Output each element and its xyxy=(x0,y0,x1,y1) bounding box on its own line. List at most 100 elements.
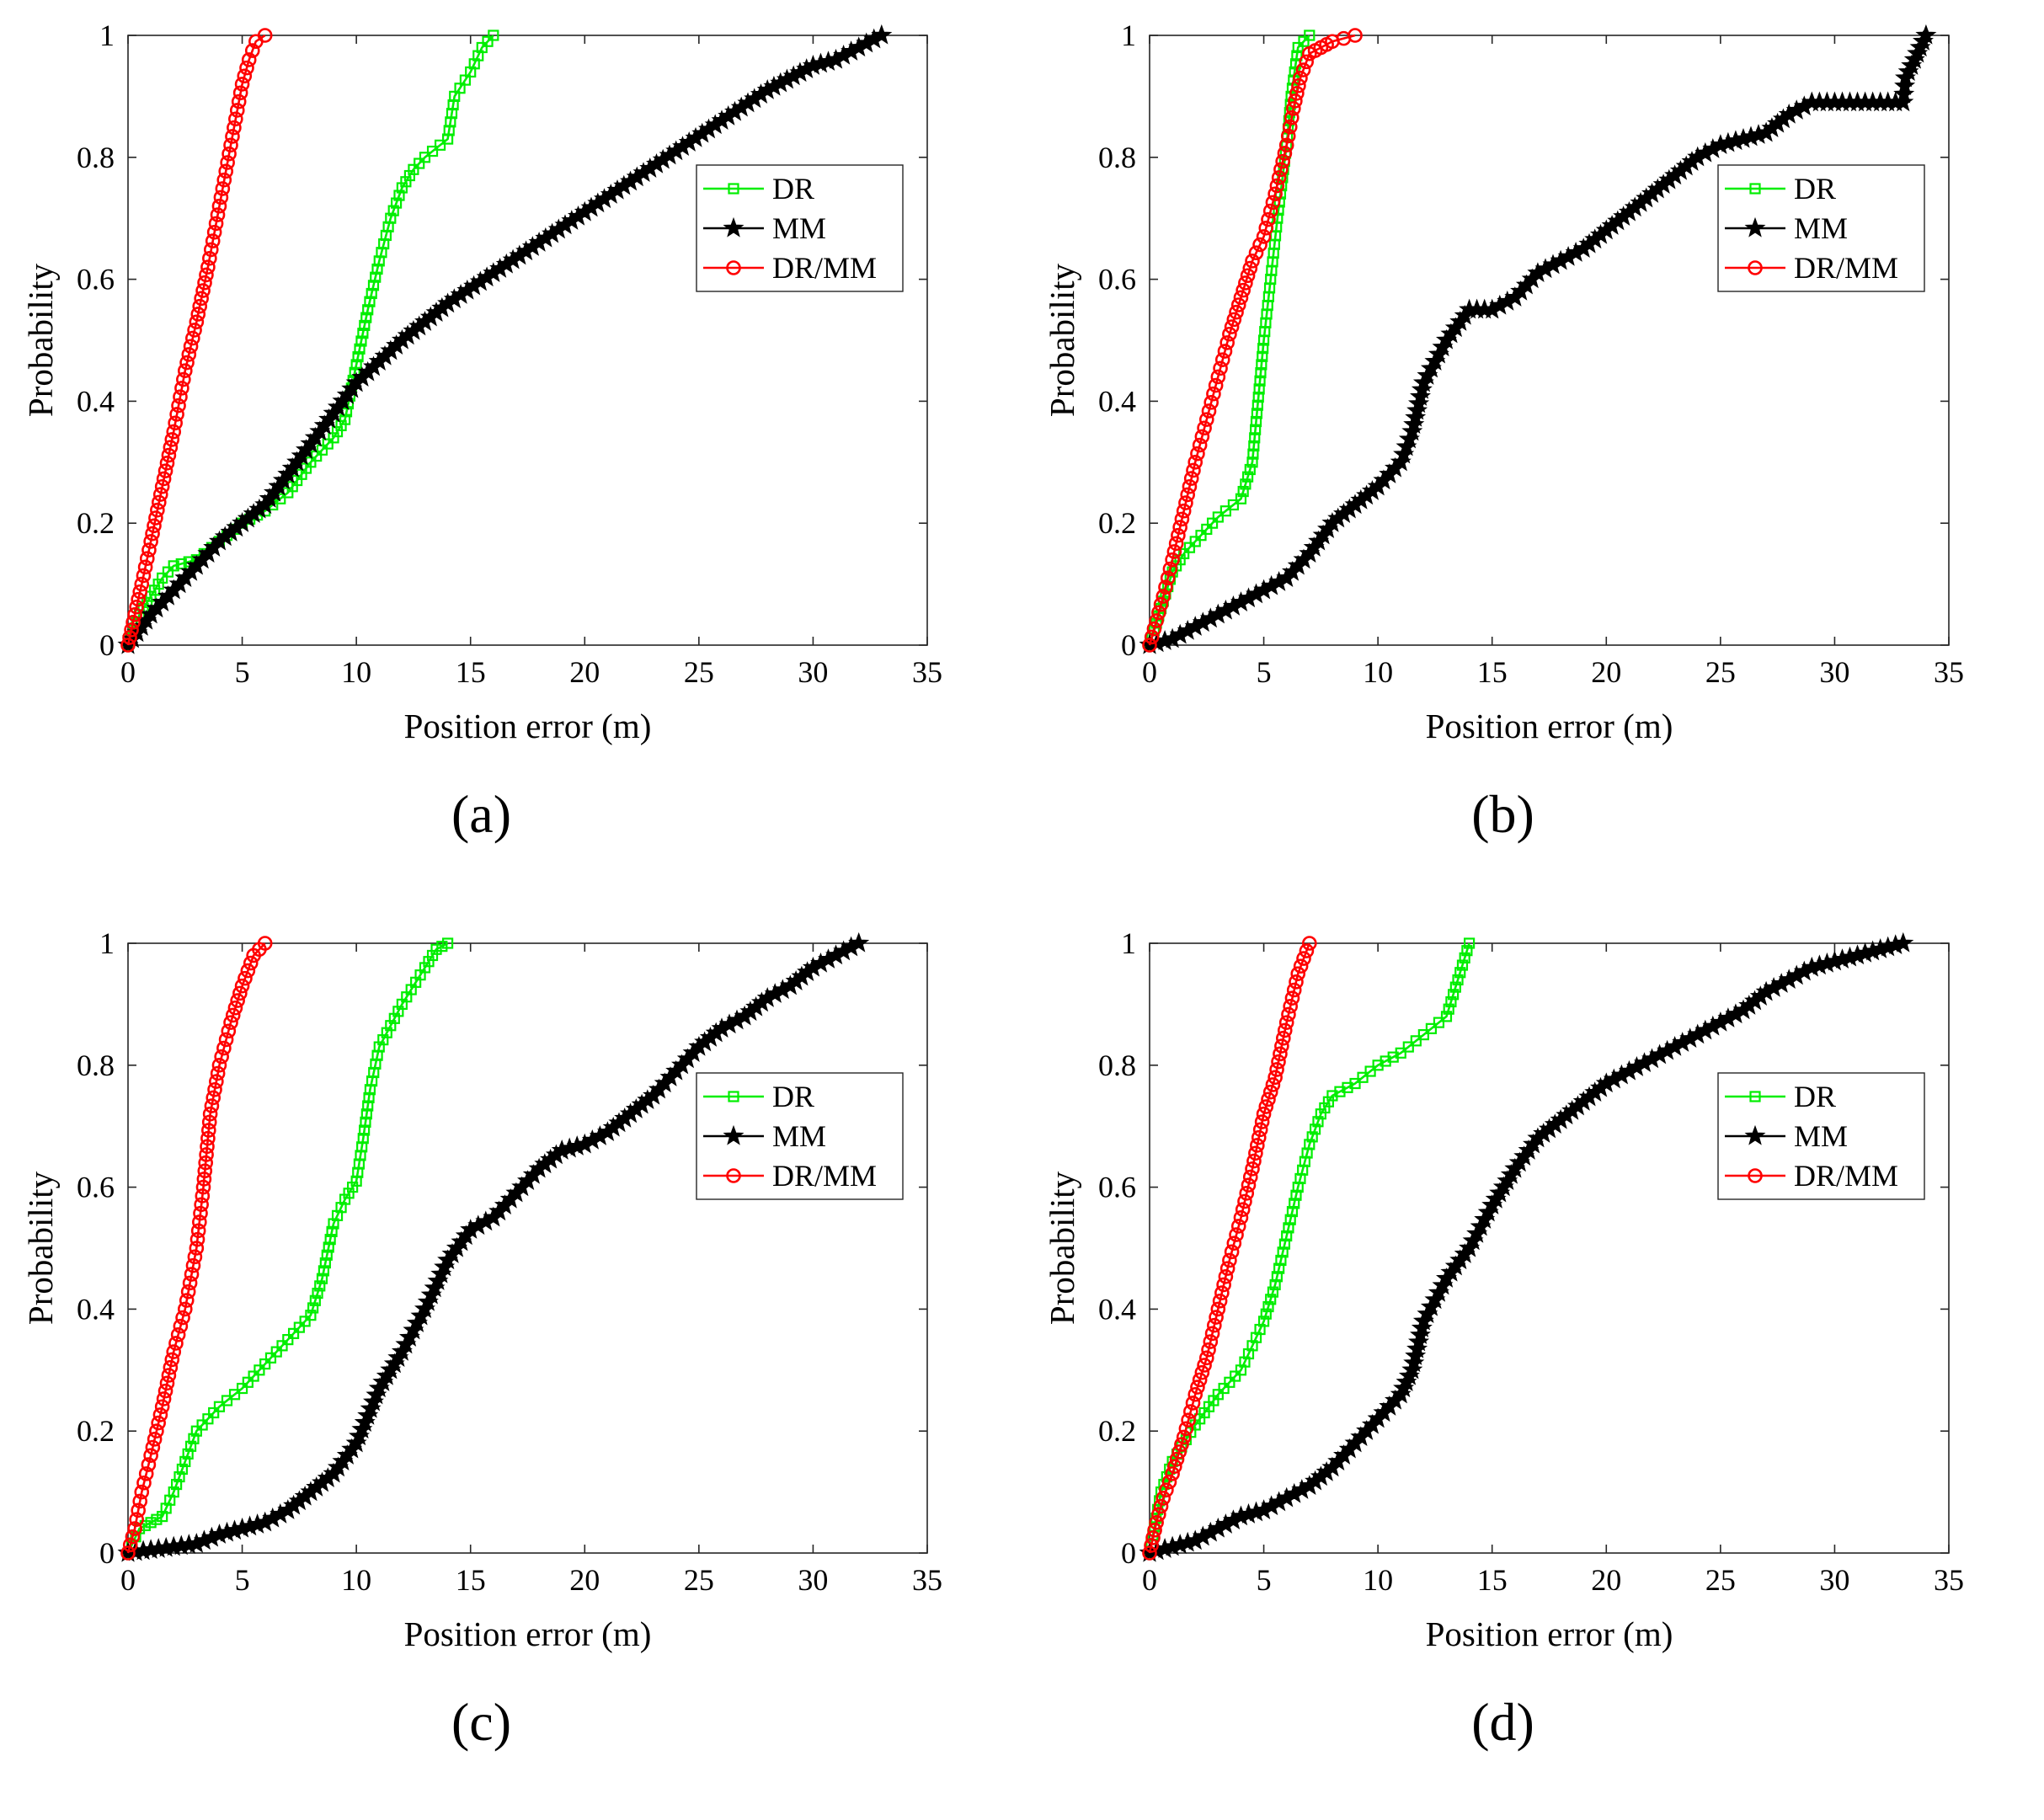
data-point xyxy=(184,1267,200,1282)
data-point xyxy=(270,1346,282,1358)
data-point xyxy=(1248,1145,1263,1161)
data-point xyxy=(1218,1268,1234,1284)
data-point xyxy=(321,1249,333,1261)
data-point xyxy=(1192,437,1208,453)
chart-panel-c: 0 5 10 15 20 25 30 35 0 0.2 0.4 0.6 0.8 1 Position err… xyxy=(0,908,1022,1816)
data-point xyxy=(1277,1246,1289,1258)
data-point xyxy=(309,1294,321,1306)
data-point xyxy=(1283,999,1299,1014)
data-point xyxy=(1273,1046,1288,1062)
y-tick-label: 0.2 xyxy=(1098,1414,1136,1448)
data-point xyxy=(253,1364,265,1376)
data-point xyxy=(1201,403,1217,419)
data-point xyxy=(221,146,237,162)
data-point xyxy=(207,1081,222,1097)
x-axis-label: Position error (m) xyxy=(1426,707,1673,745)
data-point xyxy=(195,1179,211,1195)
legend-label: DR/MM xyxy=(1794,251,1898,285)
chart-panel-d: 0 5 10 15 20 25 30 35 0 0.2 0.4 0.6 0.8 1 Position err… xyxy=(1022,908,2043,1816)
data-point xyxy=(1265,195,1281,211)
data-point xyxy=(170,1327,186,1342)
data-point xyxy=(1246,456,1258,468)
data-point xyxy=(1185,1396,1201,1411)
data-point xyxy=(187,1249,203,1265)
legend: DR MM DR/MM xyxy=(696,164,904,292)
data-point xyxy=(166,1344,182,1359)
legend-label: DR xyxy=(772,1080,814,1113)
data-point xyxy=(161,1368,177,1383)
data-point xyxy=(1147,1523,1162,1538)
data-point xyxy=(1194,1364,1210,1380)
data-point xyxy=(282,1334,294,1346)
data-point xyxy=(134,576,150,592)
data-point xyxy=(1255,367,1267,379)
data-point xyxy=(1245,254,1260,269)
data-point xyxy=(1144,1538,1159,1553)
data-point xyxy=(125,1529,141,1545)
data-point xyxy=(1240,268,1256,284)
data-point xyxy=(120,1545,136,1561)
data-point xyxy=(1183,1404,1198,1419)
data-point xyxy=(1411,1317,1433,1337)
panel-label: (d) xyxy=(1471,1692,1534,1752)
data-point xyxy=(210,207,226,222)
data-point xyxy=(231,93,247,109)
data-point xyxy=(185,1257,201,1273)
data-point xyxy=(1171,527,1186,543)
data-point xyxy=(319,1257,331,1269)
data-point xyxy=(137,559,153,575)
data-point xyxy=(1892,91,1914,112)
data-point xyxy=(198,1155,213,1171)
data-point xyxy=(177,363,193,379)
data-point xyxy=(223,137,238,153)
data-point xyxy=(174,381,189,396)
x-tick-label: 30 xyxy=(1819,655,1849,689)
data-point xyxy=(350,359,362,371)
data-point xyxy=(234,77,250,92)
legend-label: MM xyxy=(1794,1119,1848,1153)
data-point xyxy=(189,1241,205,1256)
data-point xyxy=(1258,1099,1274,1114)
data-point xyxy=(1146,621,1162,637)
data-point xyxy=(206,224,222,240)
data-point xyxy=(1273,162,1289,178)
data-point xyxy=(205,1090,221,1106)
data-point xyxy=(145,526,160,542)
data-point xyxy=(871,24,893,45)
data-point xyxy=(1145,1530,1161,1545)
series-dr-mm xyxy=(120,936,273,1561)
data-point xyxy=(1229,1227,1244,1242)
data-point xyxy=(1160,570,1176,586)
data-point xyxy=(1237,1193,1252,1209)
data-point xyxy=(1261,1091,1276,1107)
data-point xyxy=(187,323,202,338)
data-point xyxy=(141,1457,157,1472)
data-point xyxy=(200,1139,215,1155)
data-point xyxy=(1204,1326,1220,1342)
data-point xyxy=(234,978,250,994)
data-point xyxy=(227,120,242,136)
data-point xyxy=(364,296,376,307)
x-tick-label: 0 xyxy=(120,1563,136,1597)
series-mm xyxy=(117,24,893,654)
x-tick-label: 30 xyxy=(798,655,828,689)
data-point xyxy=(159,1375,175,1391)
data-point xyxy=(259,1358,271,1370)
data-point xyxy=(1262,1084,1278,1100)
data-point xyxy=(1290,966,1306,981)
data-point xyxy=(1142,638,1157,653)
data-point xyxy=(154,478,170,494)
data-point xyxy=(1242,260,1258,276)
data-point xyxy=(129,599,144,615)
data-point xyxy=(161,447,177,463)
y-axis-label: Probability xyxy=(21,1171,60,1325)
data-point xyxy=(1306,1131,1318,1143)
data-point xyxy=(1258,220,1274,236)
data-point xyxy=(145,1439,161,1455)
data-point xyxy=(179,1455,191,1468)
data-point xyxy=(1186,462,1201,478)
data-point xyxy=(408,163,419,175)
data-point xyxy=(1257,343,1269,355)
data-point xyxy=(419,152,431,163)
data-point xyxy=(324,1234,336,1246)
